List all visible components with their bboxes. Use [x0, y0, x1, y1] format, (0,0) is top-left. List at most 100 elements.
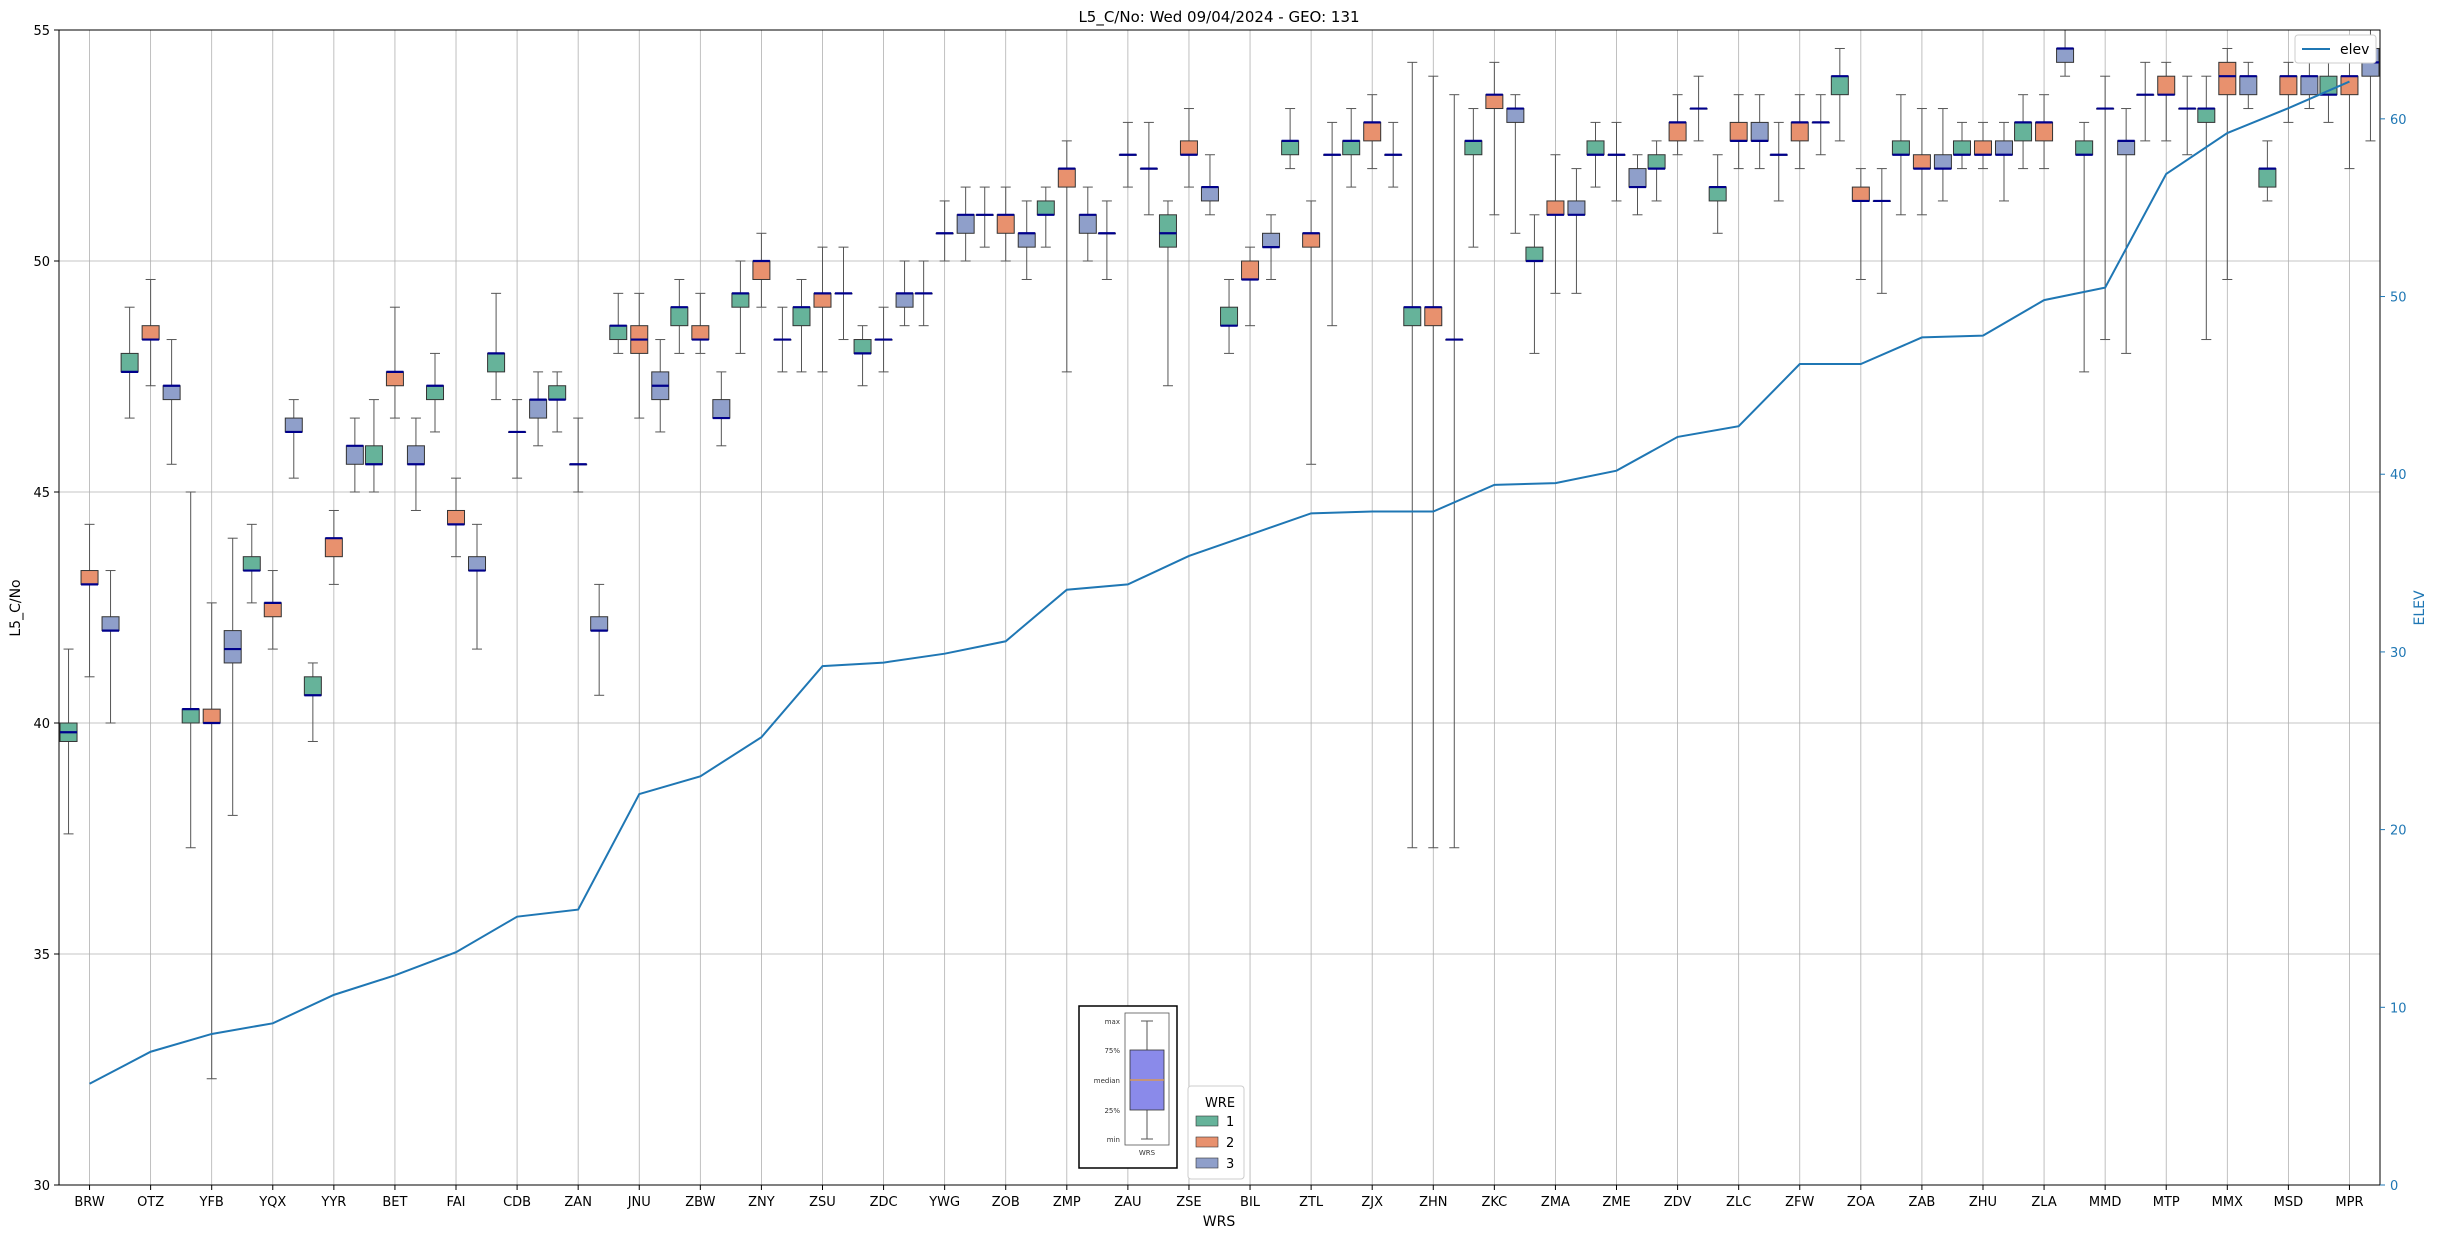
x-tick-label: ZJX: [1361, 1195, 1383, 1210]
box-brw-wre2: [80, 570, 99, 585]
x-axis-label: WRS: [1203, 1214, 1236, 1230]
box-zbw-wre2: [691, 325, 710, 341]
box-msd-wre1: [2258, 168, 2277, 188]
box-zse-wre1: [1158, 214, 1177, 248]
box-diagram-label: 75%: [1104, 1047, 1120, 1055]
x-tick-label: ZMA: [1541, 1195, 1570, 1210]
x-tick-label: MMX: [2212, 1195, 2243, 1210]
box-zkc-wre3: [1506, 108, 1525, 123]
box-diagram-label: 25%: [1104, 1107, 1120, 1115]
box-zkc-wre2: [1485, 94, 1504, 110]
box-msd-wre2: [2279, 75, 2298, 96]
box-zlc-wre3: [1750, 121, 1769, 142]
x-tick-label: ZOA: [1847, 1195, 1875, 1210]
x-tick-label: BET: [382, 1195, 407, 1210]
box-zme-wre1: [1586, 140, 1605, 156]
x-tick-label: YWG: [928, 1195, 960, 1210]
box-bet-wre1: [364, 445, 383, 465]
y-tick-label: 30: [33, 1179, 50, 1194]
box-zma-wre3: [1567, 200, 1586, 216]
wre-legend: WRE 1 2 3: [1187, 1085, 1245, 1180]
box-zdv-wre1: [1647, 154, 1666, 170]
box-yyr-wre3: [345, 445, 364, 465]
box-mmd-wre3: [2117, 140, 2136, 156]
box-diagram-inset: max 75% median 25% min WRS: [1078, 1005, 1178, 1169]
x-tick-label: MPR: [2335, 1195, 2363, 1210]
box-zdv-wre2: [1668, 121, 1687, 142]
box-zlc-wre2: [1729, 121, 1748, 142]
x-tick-label: BIL: [1240, 1195, 1261, 1210]
box-otz-wre3: [162, 385, 181, 401]
box-zhn-wre2: [1424, 306, 1443, 327]
box-bil-wre3: [1262, 232, 1281, 248]
x-tick-label: YQX: [258, 1195, 286, 1210]
box-zab-wre1: [1891, 140, 1910, 156]
box-zoa-wre2: [1851, 186, 1870, 202]
box-otz-wre2: [141, 325, 160, 341]
box-yfb-wre1: [181, 708, 200, 724]
x-tick-label: ZME: [1602, 1195, 1630, 1210]
box-ztl-wre2: [1302, 232, 1321, 248]
box-layer: [59, 47, 2380, 742]
box-diagram-xlabel: WRS: [1139, 1149, 1156, 1157]
box-mmx-wre3: [2239, 75, 2258, 96]
box-cdb-wre1: [487, 352, 506, 373]
box-cdb-wre3: [529, 399, 548, 419]
box-yqx-wre1: [242, 556, 261, 572]
box-zma-wre2: [1546, 200, 1565, 216]
box-diagram-label: max: [1105, 1018, 1120, 1026]
x-tick-label: ZAU: [1114, 1195, 1141, 1210]
box-zme-wre3: [1628, 168, 1647, 188]
y2-tick-label: 50: [2390, 291, 2407, 306]
box-otz-wre1: [120, 352, 139, 373]
x-tick-label: ZFW: [1785, 1195, 1814, 1210]
box-fai-wre2: [447, 509, 466, 525]
x-tick-label: YFB: [199, 1195, 224, 1210]
y-axis-label: L5_C/No: [8, 579, 24, 636]
wre-legend-label: 3: [1226, 1157, 1234, 1172]
y2-tick-label: 30: [2390, 646, 2407, 661]
box-mmx-wre1: [2197, 108, 2216, 123]
box-zbw-wre1: [670, 306, 689, 327]
elev-layer: [89, 80, 2350, 1085]
x-tick-label: ZTL: [1299, 1195, 1324, 1210]
chart-title: L5_C/No: Wed 09/04/2024 - GEO: 131: [1078, 8, 1359, 27]
x-tick-label: ZKC: [1481, 1195, 1507, 1210]
x-tick-label: ZAB: [1909, 1195, 1936, 1210]
box-zjx-wre1: [1342, 140, 1361, 156]
box-zan-wre1: [548, 385, 567, 401]
elev-legend: elev: [2294, 34, 2377, 64]
y-tick-label: 45: [33, 486, 50, 501]
box-zhu-wre2: [1973, 140, 1992, 156]
box-zhu-wre1: [1952, 140, 1971, 156]
x-tick-label: ZNY: [748, 1195, 775, 1210]
plot-frame: [58, 29, 2381, 1186]
box-fai-wre3: [468, 556, 487, 572]
x-tick-label: ZDC: [870, 1195, 898, 1210]
y-tick-label: 55: [33, 24, 50, 39]
x-tick-label: ZSE: [1176, 1195, 1201, 1210]
x-tick-label: BRW: [74, 1195, 104, 1210]
whisker-layer: [63, 29, 2376, 1080]
box-zbw-wre3: [712, 399, 731, 419]
box-zla-wre2: [2035, 121, 2054, 142]
box-mpr-wre2: [2340, 75, 2359, 96]
box-zab-wre2: [1912, 154, 1931, 170]
wre-legend-label: 2: [1226, 1136, 1234, 1151]
x-tick-label: FAI: [447, 1195, 466, 1210]
box-yfb-wre2: [202, 708, 221, 724]
x-tick-label: ZMP: [1053, 1195, 1081, 1210]
x-tick-label: ZAN: [564, 1195, 592, 1210]
y2-axis-label: ELEV: [2412, 590, 2428, 625]
y2-tick-label: 0: [2390, 1179, 2398, 1194]
box-yqx-wre3: [284, 417, 303, 433]
x-tick-label: ZLC: [1726, 1195, 1751, 1210]
box-zfw-wre2: [1790, 121, 1809, 142]
box-zan-wre3: [590, 616, 609, 632]
y-tick-label: 50: [33, 255, 50, 270]
box-bet-wre2: [385, 371, 404, 387]
box-zoa-wre1: [1830, 75, 1849, 96]
box-msd-wre3: [2300, 75, 2319, 96]
x-tick-label: JNU: [627, 1195, 651, 1210]
box-zma-wre1: [1525, 246, 1544, 262]
